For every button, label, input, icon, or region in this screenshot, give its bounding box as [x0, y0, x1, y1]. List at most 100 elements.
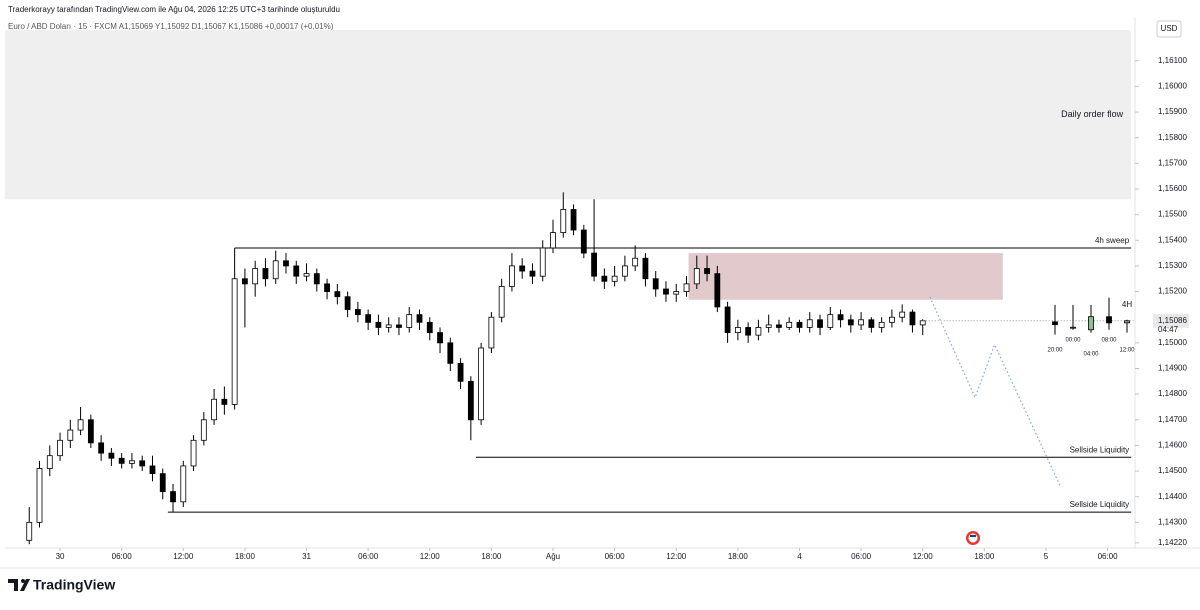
candle-body [242, 278, 248, 285]
x-tick-label: 06:00 [112, 552, 133, 561]
y-tick-label: 1,15200 [1158, 287, 1187, 296]
candle-body [621, 265, 628, 277]
mini-label: 08:00 [1101, 338, 1117, 344]
candle-body [457, 362, 464, 382]
candle-body [231, 278, 238, 405]
candle-body [1106, 316, 1112, 324]
candle-body [437, 332, 443, 344]
candle-body [765, 324, 772, 328]
currency: USD [1161, 24, 1178, 33]
candle-body [652, 278, 659, 290]
x-tick-label: 06:00 [605, 552, 626, 561]
candle-body [919, 320, 926, 326]
mini-label: 00:00 [1065, 338, 1081, 344]
candle-body [714, 273, 721, 308]
candle-body [529, 270, 536, 277]
zone [5, 30, 1132, 200]
candle-body [67, 429, 74, 441]
candle-body [817, 319, 823, 328]
logo: TradingView [8, 577, 115, 593]
candle-body [149, 465, 156, 475]
candle-body [77, 419, 84, 431]
x-tick-label: 12:00 [173, 552, 194, 561]
candle-body [786, 321, 793, 328]
candle-body [734, 327, 741, 333]
y-tick-label: 1,15700 [1158, 158, 1187, 167]
y-tick-label: 1,15500 [1158, 210, 1187, 219]
candle-body [837, 314, 844, 321]
zone-label: Daily order flow [1061, 109, 1124, 119]
candle-body [745, 327, 752, 336]
level-label: 4h sweep [1095, 236, 1130, 245]
x-tick-label: 18:00 [481, 552, 502, 561]
candle-body [324, 283, 330, 292]
y-tick-label: 1,14500 [1158, 466, 1187, 475]
mini-title: 4H [1122, 300, 1132, 309]
y-tick-label: 1,15300 [1158, 261, 1187, 270]
candle-body [272, 260, 279, 280]
last-price-label: 1,15086 [1158, 316, 1187, 325]
candle-body [57, 439, 63, 457]
candle-body [406, 314, 413, 328]
logo-text: TradingView [33, 577, 115, 593]
candle-body [642, 257, 649, 280]
candle-body [539, 247, 546, 277]
candle-body [498, 286, 505, 318]
candle-body [87, 419, 94, 444]
candle-body [632, 257, 639, 267]
candle-body [129, 460, 135, 464]
y-tick-label: 1,15400 [1158, 235, 1187, 244]
candle-body [478, 347, 485, 421]
candle-body [118, 457, 125, 464]
countdown: 04:47 [1158, 325, 1179, 334]
candle-body [252, 268, 259, 285]
mini-label: 20:00 [1047, 348, 1063, 354]
y-tick-label: 1,16000 [1158, 82, 1187, 91]
y-tick-label: 1,15900 [1158, 107, 1187, 116]
candle-body [868, 319, 875, 328]
candle-body [1088, 316, 1094, 331]
y-tick-label: 1,14900 [1158, 364, 1187, 373]
candle-body [46, 455, 53, 469]
candle-body [673, 291, 680, 295]
candle-body [611, 275, 618, 282]
candle-body [1070, 326, 1076, 329]
projection-line [929, 296, 1061, 487]
candle-body [190, 439, 197, 467]
candle-body [806, 319, 813, 328]
candle-body [447, 342, 454, 364]
candle-body [293, 265, 300, 277]
candle-body [899, 311, 906, 318]
candle-body [396, 324, 402, 328]
candle-body [26, 521, 33, 541]
last-price-box [1153, 313, 1189, 328]
candle-body [580, 229, 587, 254]
candle-body [570, 209, 577, 231]
candle-body [426, 321, 433, 333]
y-tick-label: 1,14300 [1158, 517, 1187, 526]
candle-body [796, 321, 803, 328]
candle-body [170, 491, 176, 503]
zone [688, 253, 1003, 300]
y-tick-label: 1,14400 [1158, 492, 1187, 501]
candle-body [776, 324, 782, 328]
y-tick-label: 1,14220 [1158, 538, 1187, 547]
candle-body [878, 321, 885, 328]
candle-body [385, 324, 392, 328]
candle-body [313, 273, 320, 285]
candle-body [98, 442, 105, 454]
candle-body [889, 316, 895, 323]
candle-body [334, 291, 341, 298]
x-tick-label: 12:00 [913, 552, 934, 561]
candle-body [211, 398, 217, 421]
candle-body [467, 380, 474, 421]
candle-body [601, 275, 608, 282]
candle-body [303, 273, 310, 277]
candle-body [262, 268, 269, 280]
y-tick-label: 1,15000 [1158, 338, 1187, 347]
x-tick-label: 30 [56, 552, 65, 561]
candle-body [827, 314, 834, 328]
candle-body [488, 316, 495, 349]
mini-label: 12:00 [1119, 348, 1135, 354]
